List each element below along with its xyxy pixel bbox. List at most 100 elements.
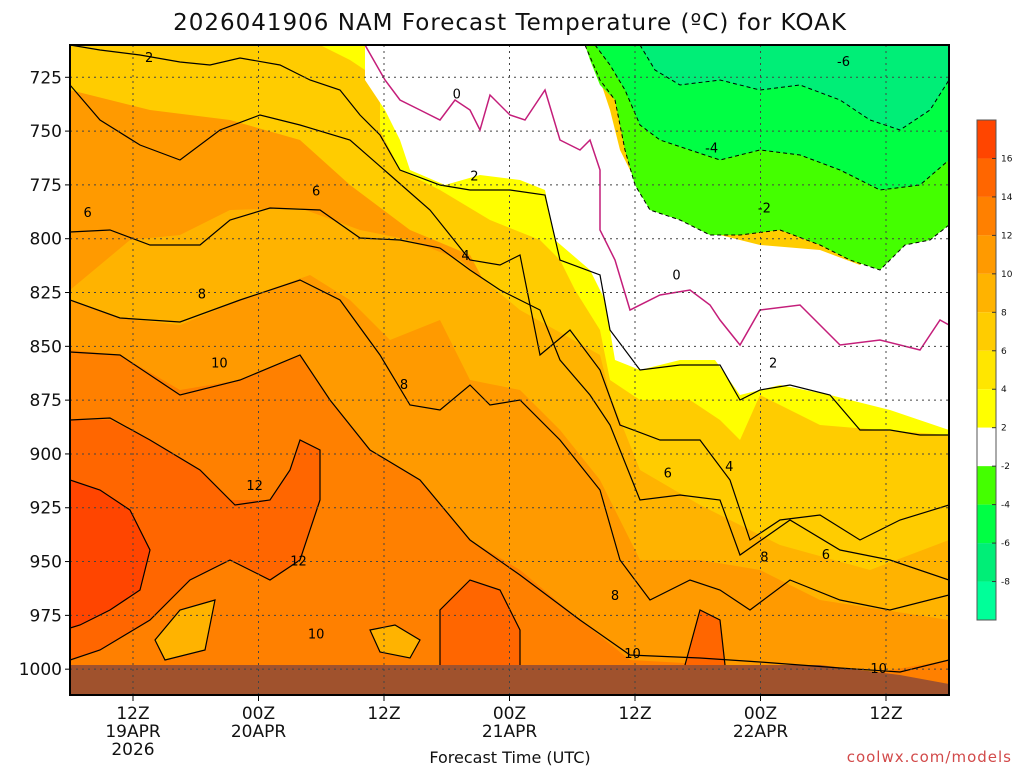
colorbar-label: 6 bbox=[1001, 347, 1007, 357]
contour-value-label: -4 bbox=[705, 141, 718, 156]
contour-line-pocket-1 bbox=[439, 579, 521, 665]
colorbar-swatch bbox=[977, 581, 996, 620]
y-tick-label: 825 bbox=[30, 284, 62, 304]
colorbar-swatch bbox=[977, 158, 996, 197]
y-tick-label: 750 bbox=[30, 122, 62, 142]
contour-line-14 bbox=[70, 479, 151, 629]
colorbar-swatch bbox=[977, 120, 996, 159]
contour-value-label: 6 bbox=[83, 206, 91, 221]
x-tick-label: 12Z bbox=[116, 704, 149, 724]
colorbar-label: -2 bbox=[1001, 462, 1010, 472]
x-tick-date: 19APR bbox=[105, 722, 161, 742]
colorbar-label: 16 bbox=[1001, 154, 1013, 164]
ground-terrain bbox=[70, 665, 949, 695]
contour-line-minus6 bbox=[639, 45, 949, 131]
colorbar-label: 14 bbox=[1001, 193, 1013, 203]
colorbar-label: 4 bbox=[1001, 385, 1007, 395]
fill-band-10-12 bbox=[70, 350, 949, 695]
x-tick-date: 22APR bbox=[733, 722, 789, 742]
contour-value-label: 2 bbox=[769, 357, 777, 372]
contour-line-minus2 bbox=[584, 45, 949, 271]
y-tick-label: 725 bbox=[30, 68, 62, 88]
x-tick-label: 00Z bbox=[744, 704, 777, 724]
contour-value-label: 8 bbox=[198, 288, 206, 303]
colorbar-swatch bbox=[977, 543, 996, 582]
colorbar-swatch bbox=[977, 350, 996, 390]
y-tick-label: 925 bbox=[30, 499, 62, 519]
contour-value-label: 6 bbox=[312, 184, 320, 199]
y-tick-label: 875 bbox=[30, 391, 62, 411]
colorbar-swatch bbox=[977, 235, 996, 274]
contour-value-label: 8 bbox=[760, 550, 768, 565]
colorbar-swatch bbox=[977, 504, 996, 544]
y-tick-label: 900 bbox=[30, 445, 62, 465]
fill-pocket-4 bbox=[370, 625, 420, 658]
colorbar-swatch bbox=[977, 196, 996, 236]
colorbar-label: -8 bbox=[1001, 578, 1010, 588]
contour-line-pocket-2 bbox=[684, 609, 726, 666]
fill-band-minus6-minus8 bbox=[640, 45, 949, 130]
contour-line-12 bbox=[70, 417, 321, 661]
y-tick-label: 850 bbox=[30, 337, 62, 357]
contour-value-label: 10 bbox=[211, 357, 228, 372]
colorbar: 16 14 12 10 8 6 4 2 -2 -4 -6 -8 bbox=[976, 119, 1013, 621]
contour-value-label: 10 bbox=[624, 647, 641, 662]
contour-value-label: -6 bbox=[837, 55, 850, 70]
x-tick-label: 00Z bbox=[493, 704, 526, 724]
fill-pocket-3 bbox=[155, 600, 215, 660]
contour-line-10 bbox=[70, 351, 949, 673]
x-tick-label: 00Z bbox=[242, 704, 275, 724]
y-tick-label: 950 bbox=[30, 553, 62, 573]
contour-value-label: 12 bbox=[246, 479, 263, 494]
y-tick-label: 800 bbox=[30, 230, 62, 250]
contour-value-label: 2 bbox=[145, 51, 153, 66]
contour-value-label: 4 bbox=[725, 460, 733, 475]
contour-labels: 2 0 -6 -4 2 -2 6 6 4 0 8 2 10 8 4 6 12 8 6 12 8 10 10 10 bbox=[83, 51, 887, 677]
fill-band-12-14 bbox=[70, 420, 320, 660]
y-tick-label: 1000 bbox=[19, 660, 62, 680]
x-tick-date: 20APR bbox=[231, 722, 287, 742]
credit-text: coolwx.com/models bbox=[847, 748, 1012, 766]
contour-value-label: 6 bbox=[822, 548, 830, 563]
contour-value-label: 10 bbox=[308, 628, 325, 643]
contour-value-label: 8 bbox=[611, 589, 619, 604]
fill-band-14-16 bbox=[70, 480, 150, 628]
colorbar-swatch bbox=[977, 273, 996, 313]
chart-title: 2026041906 NAM Forecast Temperature (ºC)… bbox=[173, 10, 847, 36]
contour-line-2 bbox=[70, 45, 949, 436]
colorbar-swatch bbox=[977, 389, 996, 428]
colorbar-label: 8 bbox=[1001, 308, 1007, 318]
y-axis: 725 750 775 800 825 850 875 900 925 950 975 1000 bbox=[19, 68, 70, 680]
colorbar-swatch bbox=[977, 312, 996, 351]
contour-value-label: 12 bbox=[290, 555, 307, 570]
contour-value-label: 2 bbox=[470, 169, 478, 184]
fill-pocket-1 bbox=[440, 580, 520, 665]
x-tick-label: 12Z bbox=[618, 704, 651, 724]
contour-value-label: 4 bbox=[461, 249, 469, 264]
x-axis-label: Forecast Time (UTC) bbox=[429, 748, 590, 767]
contour-value-label: 8 bbox=[400, 378, 408, 393]
x-tick-label: 12Z bbox=[367, 704, 400, 724]
y-tick-label: 775 bbox=[30, 176, 62, 196]
x-tick-date: 21APR bbox=[482, 722, 538, 742]
colorbar-label: -6 bbox=[1001, 539, 1010, 549]
colorbar-swatch bbox=[977, 466, 996, 505]
contour-value-label: 0 bbox=[672, 268, 680, 283]
contour-value-label: 0 bbox=[453, 88, 461, 103]
fill-pocket-2 bbox=[685, 610, 725, 665]
colorbar-frame bbox=[976, 119, 997, 621]
contour-line-pocket-3 bbox=[154, 599, 216, 661]
contour-line-0-upper bbox=[364, 45, 949, 351]
colorbar-label: 12 bbox=[1001, 231, 1012, 241]
contour-line-6 bbox=[70, 207, 949, 581]
colorbar-label: 10 bbox=[1001, 270, 1013, 280]
gridlines bbox=[70, 45, 949, 695]
contour-line-pocket-4 bbox=[369, 624, 421, 659]
contour-value-label: -2 bbox=[758, 202, 771, 217]
colorbar-swatch bbox=[977, 427, 996, 467]
contour-value-label: 10 bbox=[870, 662, 887, 677]
fill-band-0-2 bbox=[365, 45, 949, 430]
contour-value-label: 6 bbox=[664, 466, 672, 481]
